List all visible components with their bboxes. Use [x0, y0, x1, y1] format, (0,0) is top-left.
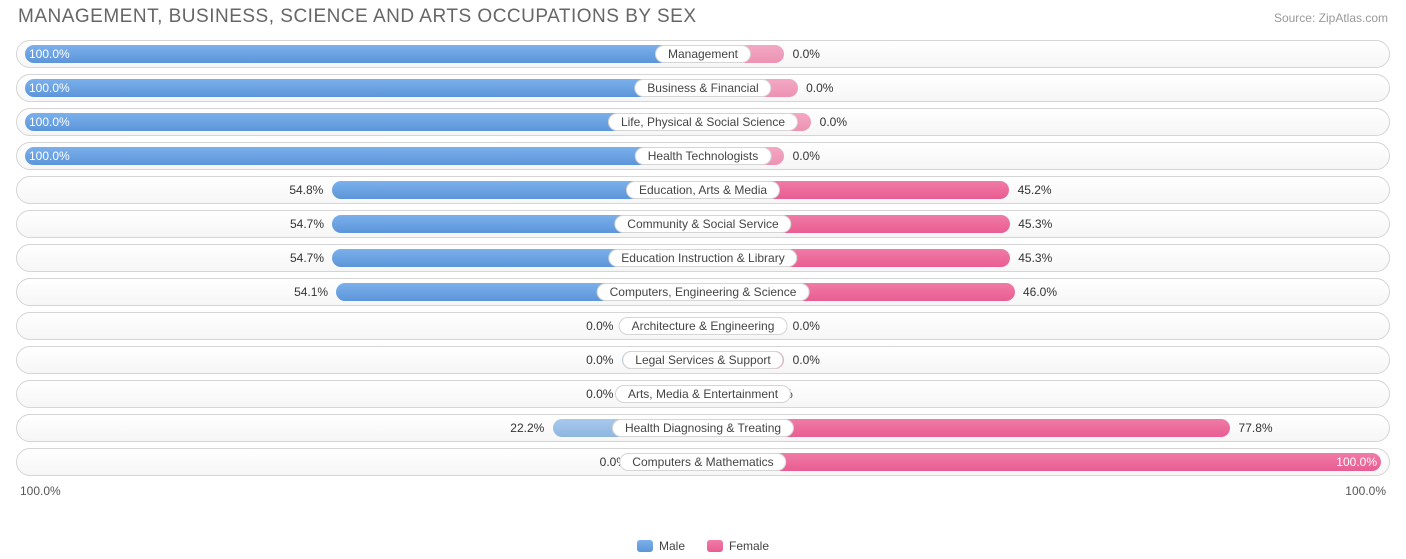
axis-row: 100.0% 100.0% — [0, 482, 1406, 498]
chart-source: Source: ZipAtlas.com — [1274, 11, 1388, 25]
female-value-label: 77.8% — [1239, 421, 1273, 435]
chart-row: Arts, Media & Entertainment0.0%0.0% — [16, 380, 1390, 408]
female-value-label: 46.0% — [1023, 285, 1057, 299]
male-bar — [25, 45, 703, 63]
male-bar — [25, 147, 703, 165]
legend-male-label: Male — [659, 539, 685, 553]
category-label: Education, Arts & Media — [626, 181, 780, 199]
chart-row: Education Instruction & Library 54.7% 45.3… — [16, 244, 1390, 272]
female-value-label: 0.0% — [793, 319, 820, 333]
female-value-label: 0.0% — [806, 81, 833, 95]
female-value-label: 45.3% — [1018, 217, 1052, 231]
chart-row: Education, Arts & Media 54.8% 45.2% — [16, 176, 1390, 204]
legend-female-label: Female — [729, 539, 769, 553]
category-label: Education Instruction & Library — [608, 249, 797, 267]
chart-row: Architecture & Engineering 0.0% 0.0% — [16, 312, 1390, 340]
chart-row: Legal Services & Support 0.0% 0.0% — [16, 346, 1390, 374]
male-value-label: 0.0% — [586, 387, 613, 401]
male-bar — [25, 79, 703, 97]
category-label: Arts, Media & Entertainment — [615, 385, 791, 403]
male-value-label: 54.7% — [290, 251, 324, 265]
female-value-label: 0.0% — [793, 47, 820, 61]
male-value-label: 100.0% — [29, 149, 70, 163]
female-swatch-icon — [707, 540, 723, 552]
female-value-label: 45.3% — [1018, 251, 1052, 265]
female-bar — [703, 453, 1381, 471]
legend-item-male: Male — [637, 539, 685, 553]
category-label: Health Technologists — [635, 147, 772, 165]
category-label: Computers, Engineering & Science — [597, 283, 810, 301]
male-value-label: 54.1% — [294, 285, 328, 299]
category-label: Business & Financial — [634, 79, 771, 97]
axis-right-label: 100.0% — [1345, 484, 1386, 498]
female-value-label: 100.0% — [1336, 455, 1377, 469]
male-value-label: 0.0% — [586, 353, 613, 367]
chart-header: MANAGEMENT, BUSINESS, SCIENCE AND ARTS O… — [0, 0, 1406, 30]
category-label: Community & Social Service — [614, 215, 791, 233]
chart-row: Health Technologists 100.0% 0.0% — [16, 142, 1390, 170]
female-value-label: 45.2% — [1018, 183, 1052, 197]
male-value-label: 54.7% — [290, 217, 324, 231]
chart-row: Management 100.0% 0.0% — [16, 40, 1390, 68]
category-label: Life, Physical & Social Science — [608, 113, 798, 131]
category-label: Legal Services & Support — [622, 351, 783, 369]
chart-row: Community & Social Service 54.7% 45.3% — [16, 210, 1390, 238]
male-value-label: 100.0% — [29, 115, 70, 129]
male-value-label: 100.0% — [29, 81, 70, 95]
female-value-label: 0.0% — [793, 353, 820, 367]
chart-area: Management100.0%0.0%Business & Financial… — [0, 30, 1406, 476]
female-value-label: 0.0% — [820, 115, 847, 129]
legend: Male Female — [637, 539, 769, 553]
chart-row: Life, Physical & Social Science 100.0% 0.0… — [16, 108, 1390, 136]
male-swatch-icon — [637, 540, 653, 552]
axis-left-label: 100.0% — [20, 484, 61, 498]
chart-title: MANAGEMENT, BUSINESS, SCIENCE AND ARTS O… — [18, 6, 697, 28]
male-value-label: 100.0% — [29, 47, 70, 61]
male-value-label: 0.0% — [586, 319, 613, 333]
category-label: Computers & Mathematics — [619, 453, 786, 471]
chart-row: Computers, Engineering & Science 54.1% 46.… — [16, 278, 1390, 306]
female-value-label: 0.0% — [793, 149, 820, 163]
chart-row: Health Diagnosing & Treating 22.2% 77.8% — [16, 414, 1390, 442]
category-label: Health Diagnosing & Treating — [612, 419, 794, 437]
male-value-label: 54.8% — [289, 183, 323, 197]
category-label: Management — [655, 45, 751, 63]
category-label: Architecture & Engineering — [619, 317, 788, 335]
male-value-label: 22.2% — [510, 421, 544, 435]
chart-row: Business & Financial 100.0% 0.0% — [16, 74, 1390, 102]
legend-item-female: Female — [707, 539, 769, 553]
chart-row: Computers & Mathematics0.0%100.0% — [16, 448, 1390, 476]
male-bar — [25, 113, 703, 131]
